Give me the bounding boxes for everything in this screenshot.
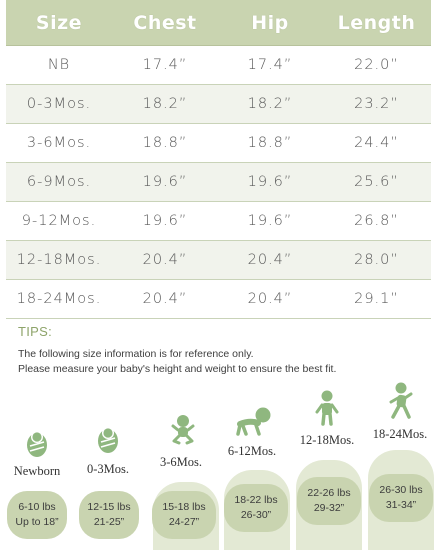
size-cell: 0-3Mos.	[26, 96, 92, 112]
weight-range: 26-30 lbs	[379, 484, 423, 496]
table-row: 9-12Mos. 19.6” 19.6” 26.8”	[6, 202, 431, 241]
length-cell: 22.0”	[354, 57, 399, 73]
chest-cell: 17.4”	[142, 57, 188, 73]
hip-cell: 18.8”	[247, 135, 293, 151]
length-cell: 25.6”	[354, 174, 399, 190]
hip-cell: 20.4”	[247, 291, 293, 307]
size-cell: 6-9Mos.	[26, 174, 92, 190]
stage-pill-12-18: 22-26 lbs 29-32”	[297, 477, 361, 525]
weight-range: 12-15 lbs	[87, 501, 131, 513]
stage-pill-3-6: 15-18 lbs 24-27”	[152, 491, 216, 539]
size-cell: 9-12Mos.	[21, 213, 97, 229]
chest-cell: 19.6”	[142, 213, 188, 229]
length-cell: 24.4”	[354, 135, 399, 151]
chest-cell: 18.8”	[142, 135, 188, 151]
table-row: 6-9Mos. 19.6” 19.6” 25.6”	[6, 163, 431, 202]
chest-cell: 20.4”	[142, 252, 188, 268]
height-range: 26-30”	[240, 509, 272, 521]
height-range: 21-25”	[93, 516, 125, 528]
size-cell: 18-24Mos.	[16, 291, 102, 307]
swaddled-baby-icon	[27, 431, 47, 457]
size-cell: 12-18Mos.	[16, 252, 102, 268]
crawling-baby-icon	[236, 407, 271, 436]
stage-label-0-3: 0-3Mos.	[86, 462, 130, 476]
tips-line-reference: The following size information is for re…	[18, 348, 254, 360]
hip-cell: 17.4”	[247, 57, 293, 73]
header-size: Size	[35, 11, 83, 34]
size-cell: NB	[47, 57, 71, 73]
chest-cell: 20.4”	[142, 291, 188, 307]
stage-pill-18-24: 26-30 lbs 31-34”	[369, 474, 433, 522]
size-chart-table: Size Chest Hip Length NB 17.4” 17.4” 22.…	[6, 0, 431, 319]
height-range: 31-34”	[385, 499, 417, 511]
tips-title: TIPS:	[18, 324, 53, 339]
header-chest: Chest	[133, 11, 197, 34]
table-row: 12-18Mos. 20.4” 20.4” 28.0”	[6, 241, 431, 280]
walking-toddler-icon	[389, 382, 413, 419]
length-cell: 26.8”	[354, 213, 399, 229]
standing-toddler-icon	[315, 390, 339, 426]
hip-cell: 18.2”	[247, 96, 293, 112]
length-cell: 23.2”	[354, 96, 399, 112]
height-range: 24-27”	[168, 516, 200, 528]
header-length: Length	[337, 11, 416, 34]
stage-pill-6-12: 18-22 lbs 26-30”	[224, 484, 288, 532]
hip-cell: 19.6”	[247, 174, 293, 190]
weight-range: 22-26 lbs	[307, 487, 351, 499]
height-range: 29-32”	[313, 502, 345, 514]
chest-cell: 19.6”	[142, 174, 188, 190]
chest-cell: 18.2”	[142, 96, 188, 112]
table-header-row: Size Chest Hip Length	[6, 0, 431, 46]
stage-label-newborn: Newborn	[13, 464, 61, 478]
weight-range: 6-10 lbs	[18, 501, 56, 513]
height-range: Up to 18”	[15, 516, 59, 528]
table-row: NB 17.4” 17.4” 22.0”	[6, 46, 431, 85]
stage-label-3-6: 3-6Mos.	[159, 455, 203, 469]
size-cell: 3-6Mos.	[26, 135, 92, 151]
length-cell: 28.0”	[354, 252, 399, 268]
sitting-baby-icon	[171, 415, 195, 445]
hip-cell: 19.6”	[247, 213, 293, 229]
stage-label-12-18: 12-18Mos.	[299, 433, 355, 447]
stage-label-6-12: 6-12Mos.	[227, 444, 277, 458]
length-cell: 29.1”	[354, 291, 399, 307]
weight-range: 18-22 lbs	[234, 494, 278, 506]
table-row: 18-24Mos. 20.4” 20.4” 29.1”	[6, 280, 431, 319]
stage-label-18-24: 18-24Mos.	[372, 427, 428, 441]
swaddled-baby-icon	[98, 427, 118, 453]
header-hip: Hip	[251, 11, 289, 34]
tips-line-measure: Please measure your baby's height and we…	[18, 363, 337, 375]
stage-pill-0-3: 12-15 lbs 21-25”	[79, 491, 139, 539]
stage-pill-newborn: 6-10 lbs Up to 18”	[7, 491, 67, 539]
table-row: 3-6Mos. 18.8” 18.8” 24.4”	[6, 124, 431, 163]
hip-cell: 20.4”	[247, 252, 293, 268]
weight-range: 15-18 lbs	[162, 501, 206, 513]
table-row: 0-3Mos. 18.2” 18.2” 23.2”	[6, 85, 431, 124]
